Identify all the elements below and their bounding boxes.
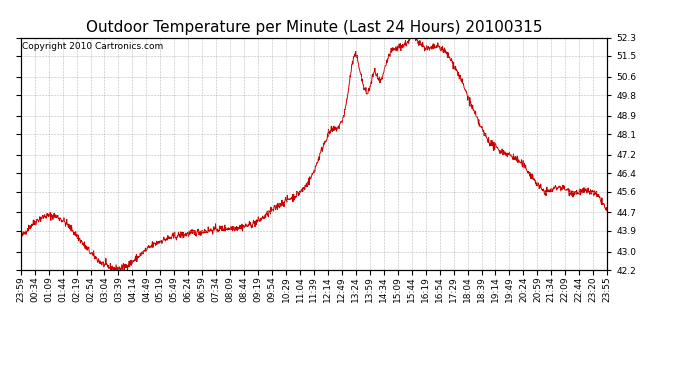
Title: Outdoor Temperature per Minute (Last 24 Hours) 20100315: Outdoor Temperature per Minute (Last 24 … — [86, 20, 542, 35]
Text: Copyright 2010 Cartronics.com: Copyright 2010 Cartronics.com — [22, 42, 163, 51]
